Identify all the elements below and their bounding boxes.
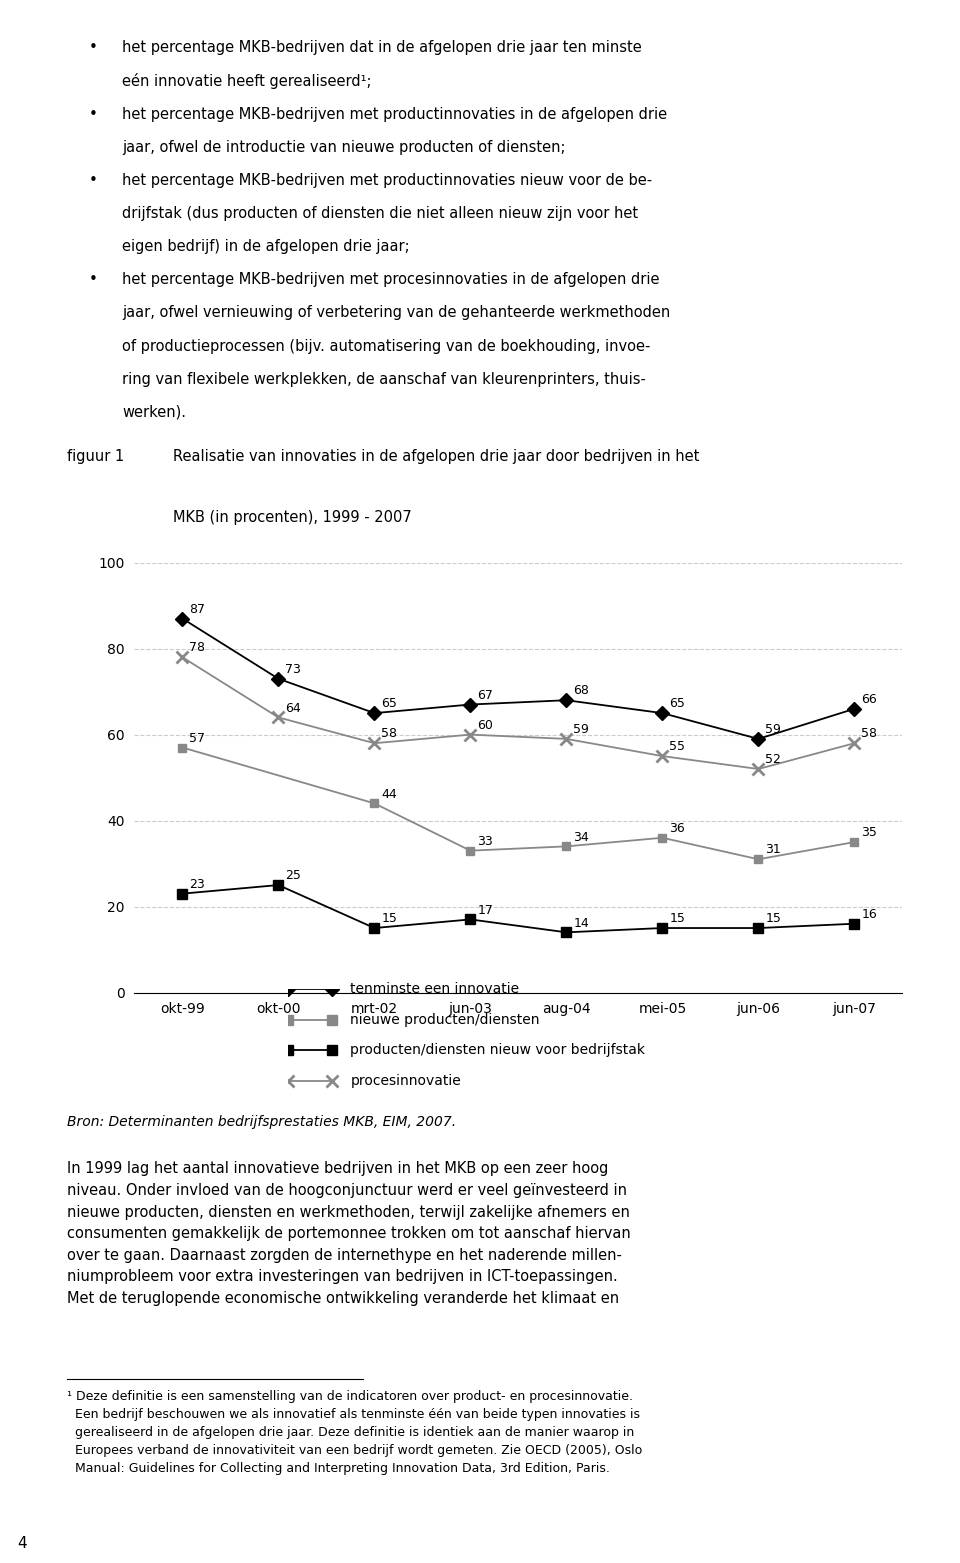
Text: werken).: werken). [122, 405, 186, 420]
Text: 15: 15 [669, 913, 685, 925]
Text: 65: 65 [669, 697, 685, 710]
Text: het percentage MKB-bedrijven met productinnovaties nieuw voor de be-: het percentage MKB-bedrijven met product… [122, 173, 652, 188]
Text: het percentage MKB-bedrijven met procesinnovaties in de afgelopen drie: het percentage MKB-bedrijven met procesi… [122, 272, 660, 288]
Text: 17: 17 [477, 903, 493, 916]
Text: 16: 16 [861, 908, 877, 921]
Text: 55: 55 [669, 741, 685, 753]
Text: figuur 1: figuur 1 [67, 449, 125, 464]
Text: Realisatie van innovaties in de afgelopen drie jaar door bedrijven in het: Realisatie van innovaties in de afgelope… [173, 449, 699, 464]
Text: 35: 35 [861, 827, 877, 839]
Text: het percentage MKB-bedrijven met productinnovaties in de afgelopen drie: het percentage MKB-bedrijven met product… [122, 106, 667, 122]
Text: het percentage MKB-bedrijven dat in de afgelopen drie jaar ten minste: het percentage MKB-bedrijven dat in de a… [122, 41, 642, 55]
Text: 65: 65 [381, 697, 397, 710]
Text: 66: 66 [861, 692, 877, 706]
Text: 31: 31 [765, 844, 781, 857]
Text: tenminste een innovatie: tenminste een innovatie [350, 983, 519, 996]
Text: jaar, ofwel vernieuwing of verbetering van de gehanteerde werkmethoden: jaar, ofwel vernieuwing of verbetering v… [122, 305, 670, 320]
Text: 15: 15 [765, 913, 781, 925]
Text: Bron: Determinanten bedrijfsprestaties MKB, EIM, 2007.: Bron: Determinanten bedrijfsprestaties M… [67, 1114, 456, 1128]
Text: In 1999 lag het aantal innovatieve bedrijven in het MKB op een zeer hoog
niveau.: In 1999 lag het aantal innovatieve bedri… [67, 1161, 631, 1307]
Text: 33: 33 [477, 835, 493, 847]
Text: 59: 59 [573, 724, 589, 736]
Text: drijfstak (dus producten of diensten die niet alleen nieuw zijn voor het: drijfstak (dus producten of diensten die… [122, 206, 638, 220]
Text: 67: 67 [477, 689, 493, 702]
Text: eén innovatie heeft gerealiseerd¹;: eén innovatie heeft gerealiseerd¹; [122, 73, 372, 89]
Text: 78: 78 [189, 641, 205, 655]
Text: 73: 73 [285, 663, 301, 675]
Text: ring van flexibele werkplekken, de aanschaf van kleurenprinters, thuis-: ring van flexibele werkplekken, de aansc… [122, 372, 646, 386]
Text: •: • [88, 272, 97, 288]
Text: •: • [88, 173, 97, 188]
Text: 64: 64 [285, 702, 301, 714]
Text: 60: 60 [477, 719, 493, 731]
Text: eigen bedrijf) in de afgelopen drie jaar;: eigen bedrijf) in de afgelopen drie jaar… [122, 239, 410, 255]
Text: •: • [88, 41, 97, 55]
Text: 23: 23 [189, 878, 205, 891]
Text: 87: 87 [189, 603, 205, 616]
Text: 57: 57 [189, 731, 205, 744]
Text: producten/diensten nieuw voor bedrijfstak: producten/diensten nieuw voor bedrijfsta… [350, 1043, 645, 1057]
Text: ¹ Deze definitie is een samenstelling van de indicatoren over product- en proces: ¹ Deze definitie is een samenstelling va… [67, 1391, 642, 1475]
Text: 59: 59 [765, 724, 781, 736]
Text: 14: 14 [573, 916, 589, 930]
Text: 36: 36 [669, 822, 685, 835]
Text: 58: 58 [861, 727, 877, 741]
Text: MKB (in procenten), 1999 - 2007: MKB (in procenten), 1999 - 2007 [173, 510, 412, 525]
Text: nieuwe producten/diensten: nieuwe producten/diensten [350, 1013, 540, 1027]
Text: procesinnovatie: procesinnovatie [350, 1074, 461, 1088]
Text: 34: 34 [573, 830, 589, 844]
Text: 4: 4 [17, 1536, 27, 1550]
Text: 58: 58 [381, 727, 397, 741]
Text: 52: 52 [765, 753, 781, 766]
Text: 15: 15 [381, 913, 397, 925]
Text: 44: 44 [381, 788, 397, 800]
Text: jaar, ofwel de introductie van nieuwe producten of diensten;: jaar, ofwel de introductie van nieuwe pr… [122, 139, 565, 155]
Text: 68: 68 [573, 685, 589, 697]
Text: 25: 25 [285, 869, 301, 882]
Text: •: • [88, 106, 97, 122]
Text: of productieprocessen (bijv. automatisering van de boekhouding, invoe-: of productieprocessen (bijv. automatiser… [122, 339, 651, 353]
